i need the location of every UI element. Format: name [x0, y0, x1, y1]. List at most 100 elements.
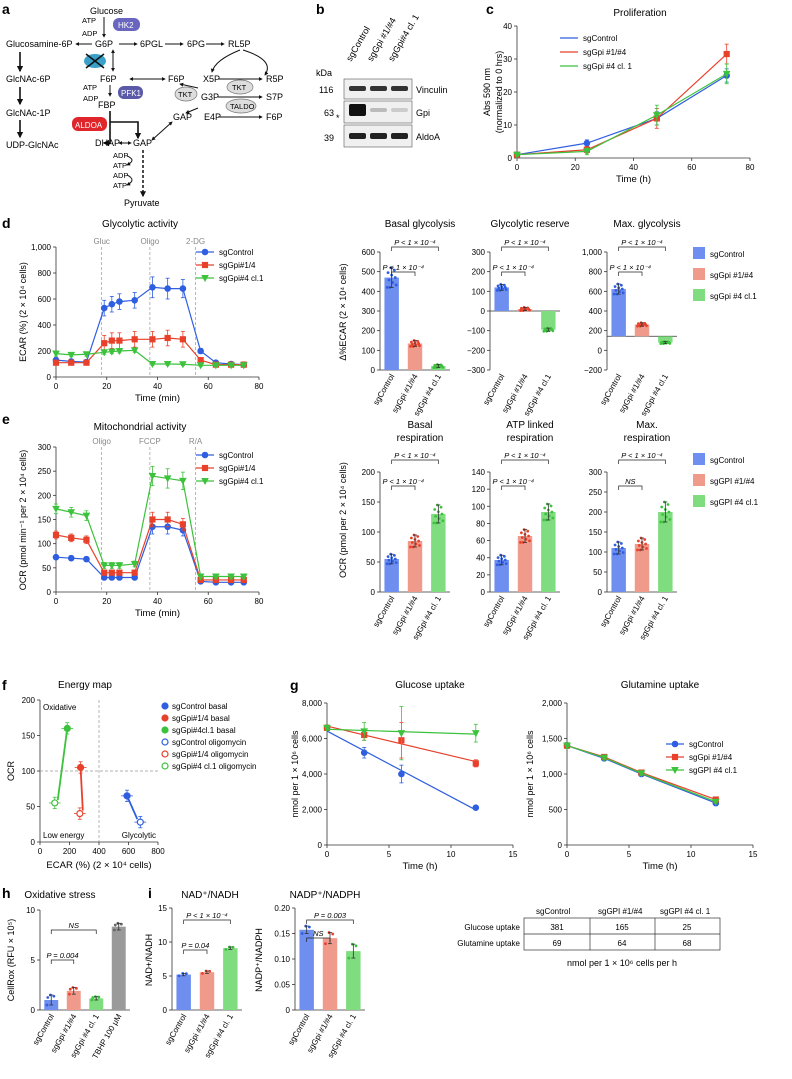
data-point — [613, 543, 617, 547]
data-point — [636, 548, 639, 552]
data-point — [201, 478, 209, 486]
y-tick-label: 1,000 — [542, 770, 563, 779]
y-tick-label: 250 — [589, 488, 603, 497]
data-point — [668, 518, 672, 521]
svg-text:ADP: ADP — [113, 171, 128, 180]
data-point — [613, 285, 617, 288]
data-point — [503, 558, 507, 562]
panel-label-a: a — [2, 1, 10, 17]
x-tick-label: 20 — [571, 163, 580, 172]
data-point — [52, 359, 60, 366]
data-point — [212, 573, 220, 581]
bar — [431, 514, 446, 592]
y-tick-label: 0 — [371, 366, 376, 375]
data-point — [659, 520, 663, 524]
significance-bracket — [501, 271, 526, 276]
bar — [66, 990, 81, 1010]
table-row-label: Glutamine uptake — [457, 939, 520, 948]
bar — [299, 929, 314, 1010]
bar — [199, 972, 215, 1010]
bar — [658, 336, 673, 343]
bar — [611, 548, 626, 592]
data-point — [723, 50, 730, 58]
chart-title: Basal — [407, 420, 432, 431]
legend-label: sgControl — [689, 740, 723, 749]
significance-bracket — [183, 949, 208, 954]
y-tick-label: 100 — [362, 346, 376, 355]
p-value-label: P = 0.003 — [314, 911, 347, 920]
x-tick-label: 60 — [204, 382, 213, 391]
svg-text:G3P: G3P — [201, 92, 219, 102]
y-tick-label: 50 — [42, 564, 51, 573]
significance-bracket — [501, 246, 549, 251]
p-value-label: P < 1 × 10⁻⁴ — [621, 451, 663, 460]
data-point — [63, 724, 71, 733]
data-point — [83, 555, 90, 563]
chart-title: Mitochondrial activity — [94, 422, 187, 433]
y-tick-label: 4,000 — [302, 770, 323, 779]
data-point — [91, 996, 95, 999]
y-tick-label: 200 — [362, 327, 376, 336]
legend-swatch — [161, 750, 169, 758]
data-point — [496, 284, 500, 288]
data-point — [164, 334, 171, 342]
y-axis-label: nmol per 1 × 10⁶ cells — [525, 730, 535, 817]
enzyme-tkt-2 — [226, 79, 254, 95]
injection-label: FCCP — [139, 437, 161, 446]
data-point — [239, 362, 248, 370]
data-point — [416, 339, 420, 343]
panel-label-g: g — [290, 677, 299, 693]
marker-116: 116 — [319, 85, 333, 95]
table-caption: nmol per 1 × 10⁶ cells per h — [567, 958, 677, 968]
data-point — [614, 548, 618, 551]
legend-swatch — [693, 474, 705, 486]
data-point — [385, 286, 389, 289]
data-point — [131, 569, 138, 576]
p-value-label: P < 1 × 10⁻⁴ — [383, 477, 425, 486]
y-tick-label: 0 — [558, 841, 563, 850]
y-tick-label: 400 — [362, 287, 376, 296]
legend-swatch — [693, 247, 705, 259]
svg-text:R5P: R5P — [266, 74, 284, 84]
series-line — [516, 73, 728, 156]
svg-text:ADP: ADP — [82, 29, 97, 38]
panel-label-h: h — [2, 885, 11, 901]
data-point — [83, 536, 90, 543]
data-point — [619, 283, 623, 287]
panel-label-i: i — [148, 885, 152, 901]
data-point — [387, 558, 391, 562]
data-point — [108, 337, 115, 344]
significance-bracket — [306, 919, 354, 924]
x-tick-label: 0 — [325, 850, 330, 859]
bar — [407, 343, 423, 370]
data-point — [409, 345, 412, 348]
metabolite-glcnac6p: GlcNAc-6P — [6, 74, 51, 84]
bar — [517, 536, 533, 592]
data-point — [197, 347, 204, 355]
data-point — [201, 275, 209, 283]
data-point — [563, 742, 571, 750]
data-point — [551, 329, 555, 333]
data-point — [76, 809, 84, 818]
data-point — [212, 362, 220, 370]
data-point — [497, 286, 501, 290]
y-tick-label: 400 — [38, 321, 52, 330]
legend-label: sgGpi#4 cl.1 — [219, 274, 264, 283]
y-tick-label: 10 — [503, 121, 512, 130]
data-point — [385, 562, 389, 566]
data-point — [107, 348, 116, 356]
metabolite-udpglcnac: UDP-GlcNAc — [6, 140, 59, 150]
series-line — [566, 745, 717, 803]
legend-label: sgGpi#4cl.1 basal — [172, 726, 236, 735]
p-value-label: NS — [313, 929, 323, 938]
pathway-diagram: Glucose ATP ADP HK2 Glucosamine-6P G6P 6… — [6, 6, 284, 208]
y-axis-label: OCR (pmol per 2 × 10⁴ cells) — [338, 462, 348, 578]
data-point — [331, 932, 335, 936]
series-line — [55, 349, 244, 366]
legend-swatch — [161, 726, 169, 734]
x-tick-label: 400 — [92, 847, 106, 856]
y-tick-label: −200 — [584, 366, 603, 375]
data-point — [471, 730, 480, 738]
bar — [384, 559, 399, 592]
p-value-label: P < 1 × 10⁻⁴ — [621, 238, 663, 247]
